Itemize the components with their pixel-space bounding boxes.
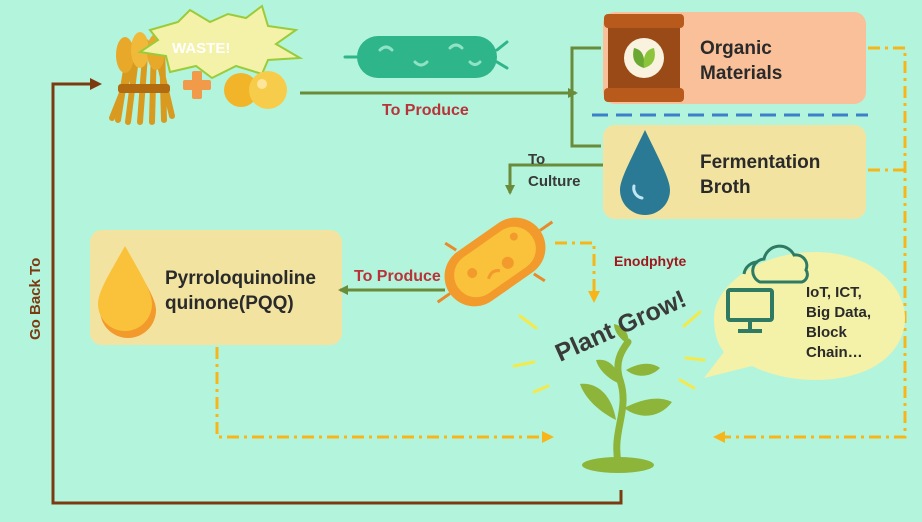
tech-bubble [704,252,905,380]
water-drop-icon [620,130,670,215]
waste-label: WASTE! [172,40,230,57]
organic-materials-line1: Organic [700,38,772,59]
orange-bacterium-icon [436,217,554,307]
sack-icon [604,14,684,102]
tech-line-1: IoT, ICT, [806,284,862,301]
pqq-line1: Pyrroloquinoline [165,268,316,289]
endophyte-label: Enodphyte [614,253,687,269]
pqq-line2: quinone(PQQ) [165,293,294,314]
cloud-icon [742,244,809,284]
boxes-to-plant-arrow [713,46,907,443]
tech-line-3: Block [806,324,848,341]
fermentation-broth-line1: Fermentation [700,152,820,173]
to-culture-label-line2: Culture [528,173,581,190]
to-culture-label-line1: To [528,151,545,168]
bacterium-to-plant-arrow [555,241,600,303]
computer-icon [726,288,774,333]
branch-to-organic [570,46,601,93]
tech-line-4: Chain… [806,344,863,361]
go-back-label: Go Back To [27,258,44,340]
organic-materials-line2: Materials [700,63,782,84]
egg-icon [224,71,287,109]
branch-to-broth [570,93,601,148]
go-back-arrow [51,78,623,505]
pqq-to-plant-arrow [215,347,554,443]
to-produce-top-label: To Produce [382,102,469,119]
waste-burst-icon [137,4,304,80]
green-bacterium-icon [343,36,509,78]
tech-line-2: Big Data, [806,304,871,321]
to-culture-arrow [505,163,603,195]
plant-icon [580,324,672,473]
to-produce-mid-label: To Produce [354,268,441,285]
oil-drop-icon [98,246,156,338]
plant-rays-icon [512,310,706,394]
plus-icon [183,71,211,99]
fermentation-broth-line2: Broth [700,177,751,198]
